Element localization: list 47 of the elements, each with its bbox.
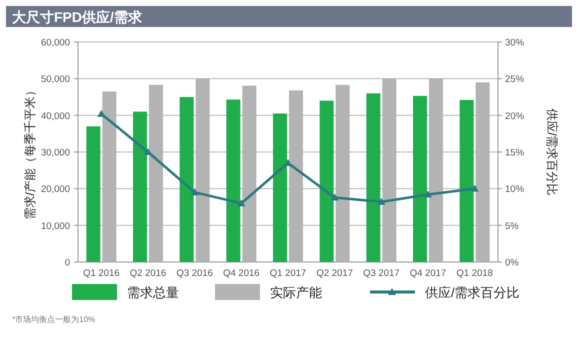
point [237,199,246,206]
point [190,188,199,196]
y-tick-label: 10,000 [40,220,70,232]
x-tick-label: Q3 2017 [363,268,400,279]
bar [413,96,427,262]
bar [226,100,240,262]
y2-tick-label: 10% [505,184,525,196]
bar [366,93,380,262]
bar [273,114,287,262]
y-tick-label: 20,000 [40,184,70,196]
y-axis-title: 需求/产能（每季千平米） [23,84,37,220]
x-tick-label: Q1 2017 [270,268,306,279]
y2-tick-label: 0% [505,258,520,268]
y-tick-label: 0 [64,258,70,268]
x-tick-label: Q2 2017 [316,268,353,279]
x-tick-label: Q3 2016 [176,268,213,279]
point [424,190,432,198]
y2-tick-label: 20% [505,110,525,122]
chart-title: 大尺寸FPD供应/需求 [12,9,143,25]
y2-tick-label: 15% [505,148,525,158]
bar [133,112,147,262]
point [377,198,386,205]
y2-tick-label: 25% [505,74,525,86]
y-tick-label: 30,000 [40,148,70,158]
y2-tick-label: 5% [505,220,520,232]
legend-label: 实际产能 [270,285,322,300]
text: *市场均衡点一般为10% [12,315,96,324]
x-tick-label: Q4 2017 [410,268,446,279]
bar [460,100,474,262]
x-tick-label: Q1 2018 [456,268,493,279]
bar [320,100,334,262]
point [97,110,106,117]
x-tick-label: Q1 2016 [83,268,120,279]
y-tick-label: 60,000 [40,38,70,48]
y2-axis-title: 供应/需求百分比 [545,108,559,196]
y2-tick-label: 30% [505,38,525,48]
point [330,193,339,200]
bar [180,97,194,262]
legend-label: 供应/需求百分比 [425,285,520,300]
y-tick-label: 40,000 [40,110,70,122]
x-tick-label: Q2 2016 [130,268,166,279]
point [144,148,152,155]
bar [86,126,100,262]
x-tick-label: Q4 2016 [223,268,260,279]
y-tick-label: 50,000 [40,74,70,86]
legend-label: 需求总量 [127,285,179,300]
point [470,184,479,192]
